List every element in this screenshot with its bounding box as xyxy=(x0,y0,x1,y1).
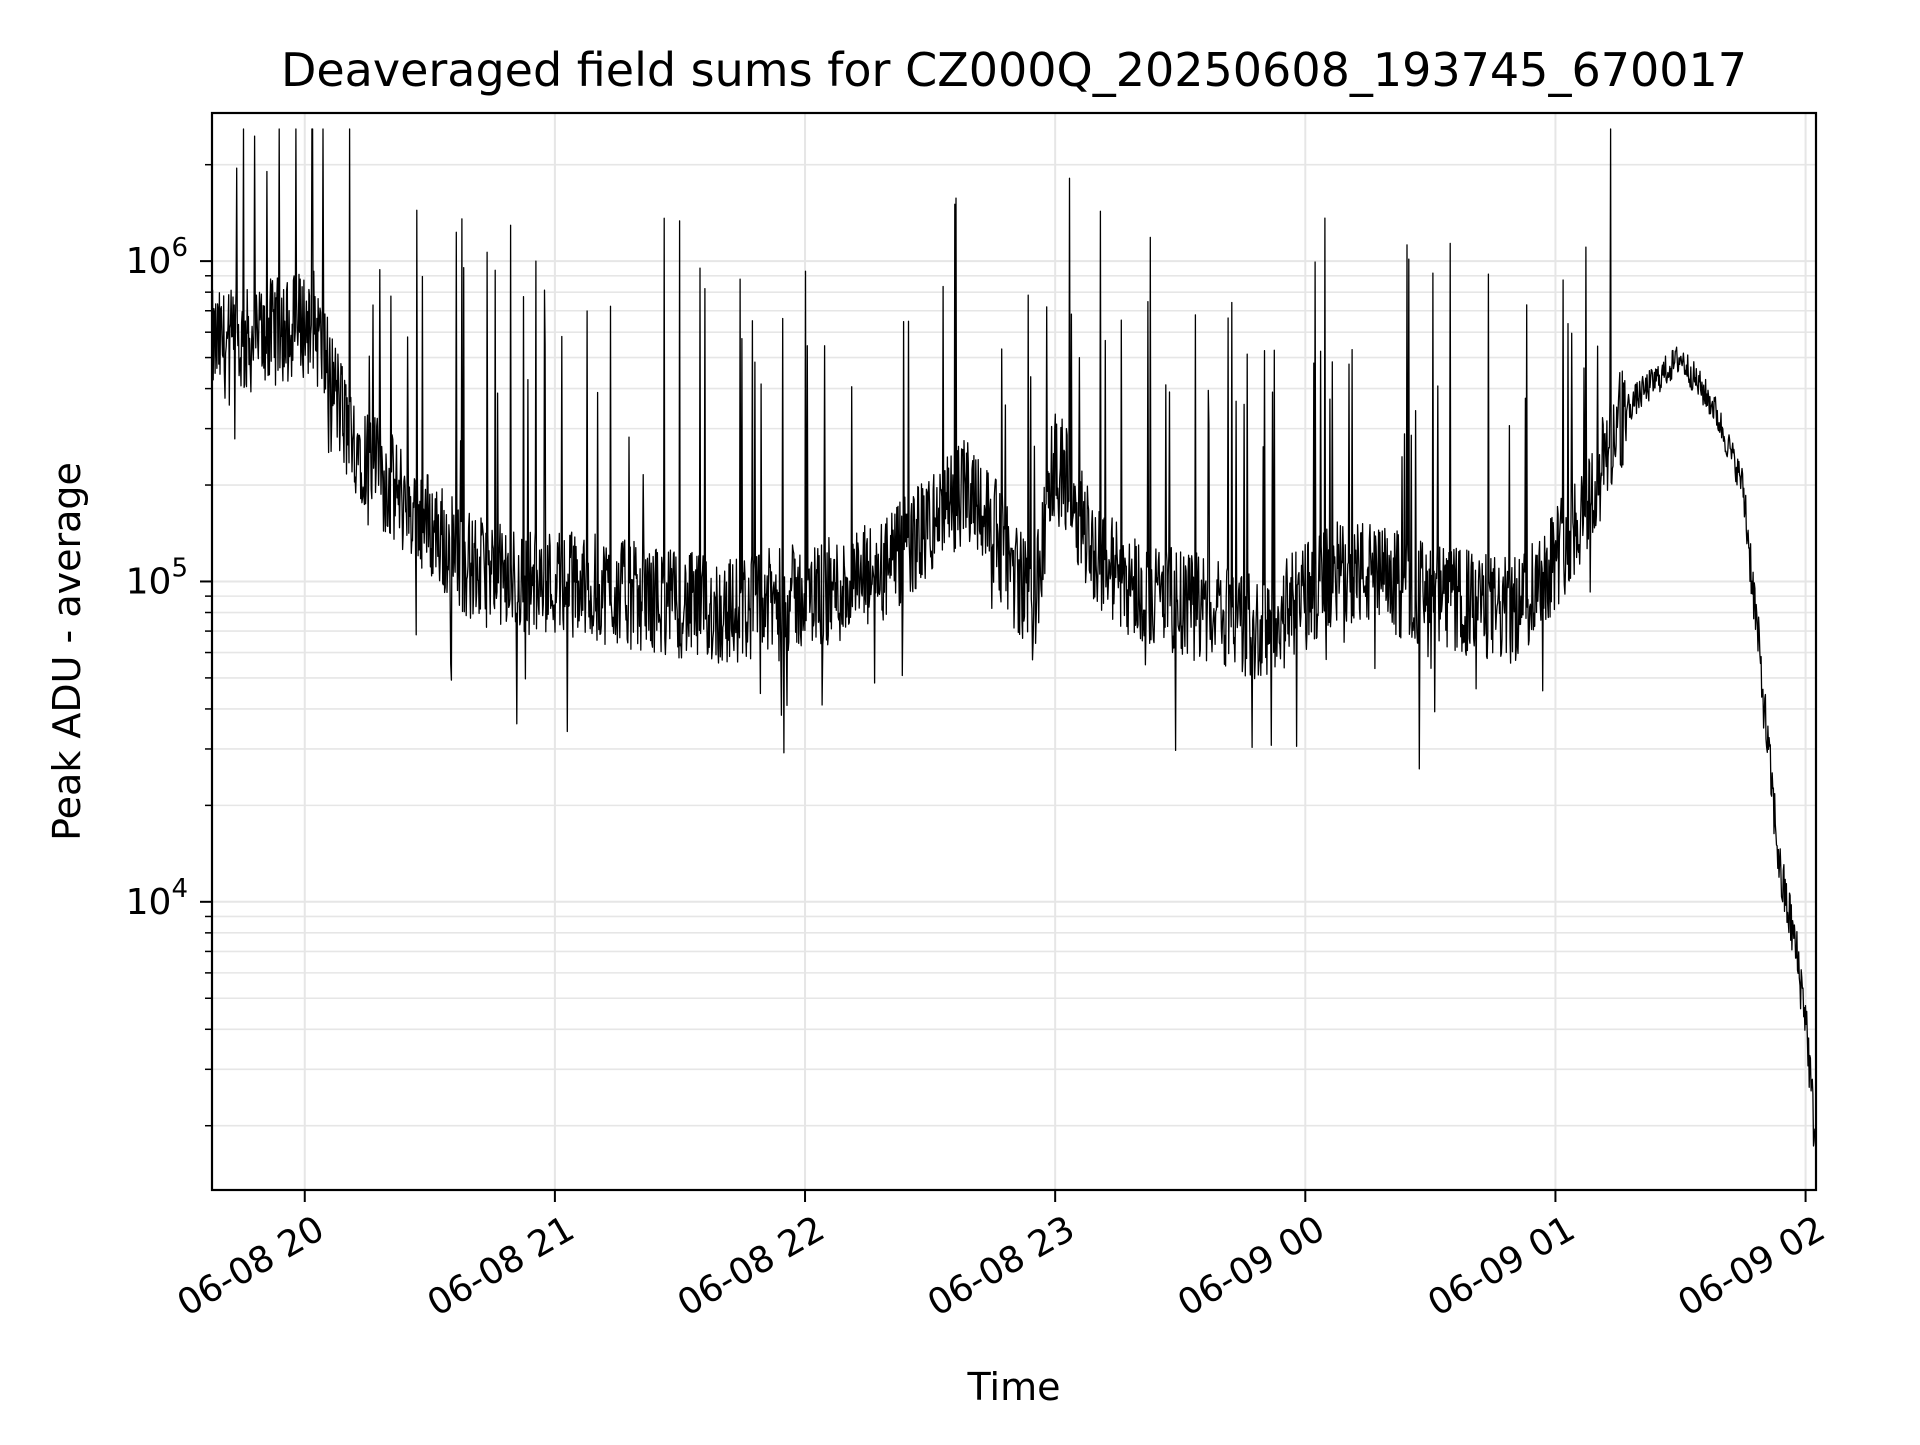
y-tick-label: 104 xyxy=(126,874,188,923)
y-tick-label-base: 10 xyxy=(126,882,172,923)
y-axis-title: Peak ADU - average xyxy=(45,462,89,841)
y-tick-label-exponent: 4 xyxy=(171,874,188,904)
series-layer xyxy=(211,128,1817,1147)
y-tick-label: 105 xyxy=(126,553,188,602)
y-tick-label: 106 xyxy=(126,233,188,282)
plot-frame xyxy=(210,111,1818,1192)
series-line xyxy=(211,128,1817,1147)
y-tick-label-exponent: 6 xyxy=(171,233,188,263)
y-tick-label-base: 10 xyxy=(126,241,172,282)
chart-title: Deaveraged field sums for CZ000Q_2025060… xyxy=(281,43,1747,97)
y-tick-label-base: 10 xyxy=(126,561,172,602)
y-tick-label-exponent: 5 xyxy=(171,553,188,583)
x-axis-title: Time xyxy=(967,1365,1061,1409)
